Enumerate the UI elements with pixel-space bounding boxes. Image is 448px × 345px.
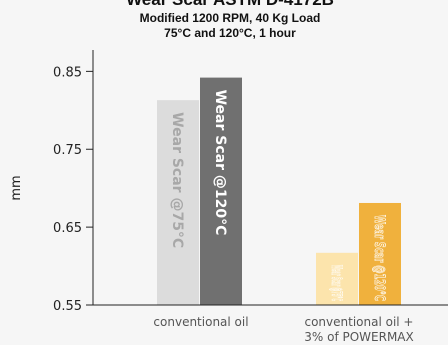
bar-conventional-75c — [157, 100, 199, 305]
y-tick-label: 0.55 — [53, 299, 82, 314]
y-tick-label: 0.65 — [53, 221, 82, 236]
bar-powermax-75c — [316, 252, 358, 305]
chart-subtitle-line2: 75°C and 120°C, 1 hour — [164, 26, 296, 40]
chart-subtitle-line1: Modified 1200 RPM, 40 Kg Load — [140, 11, 321, 25]
bar-series-label: Wear Scar @120°C — [371, 215, 387, 301]
x-category-label: 3% of POWERMAX — [304, 330, 413, 344]
bar-series-label: Wear Scar @120°C — [212, 90, 228, 236]
bar-series-label: Wear Scar @75°C — [169, 112, 185, 248]
y-axis-label: mm — [9, 175, 24, 200]
bars-group — [157, 77, 401, 306]
bar-conventional-120c — [200, 77, 242, 306]
x-axis-categories: conventional oil conventional oil +3% of … — [153, 315, 413, 344]
bar-labels-group: Wear Scar @75°C Wear Scar @120°C Wear Scar… — [169, 90, 387, 302]
bar-powermax-120c — [359, 202, 401, 305]
x-category-label: conventional oil + — [304, 315, 413, 329]
y-tick-label: 0.75 — [53, 143, 82, 158]
x-category-label: conventional oil — [153, 315, 248, 329]
y-axis-ticks: 0.55 0.65 0.75 0.85 — [53, 65, 93, 314]
chart-title: Wear Scar ASTM D-4172B — [126, 0, 334, 9]
bar-series-label: Wear Scar @75°C — [328, 265, 344, 301]
y-tick-label: 0.85 — [53, 65, 82, 80]
